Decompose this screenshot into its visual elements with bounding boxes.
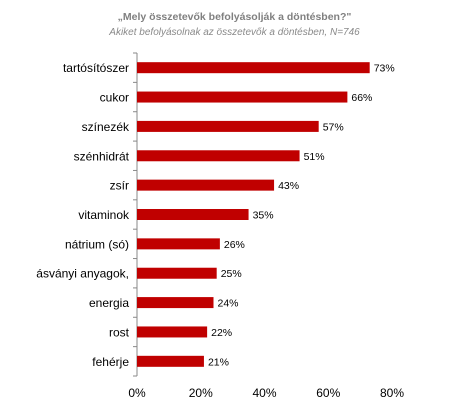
value-label: 35% — [253, 210, 274, 222]
x-tick-label: 40% — [252, 386, 276, 400]
value-label: 22% — [211, 327, 232, 339]
x-tick-label: 80% — [380, 386, 404, 400]
value-label: 43% — [278, 180, 299, 192]
x-tick-label: 0% — [128, 386, 146, 400]
category-label: szénhidrát — [74, 149, 130, 163]
bar — [137, 120, 319, 132]
bar — [137, 91, 348, 103]
value-label: 73% — [374, 63, 395, 75]
category-label: rost — [109, 325, 130, 339]
category-label: zsír — [110, 179, 129, 193]
value-label: 25% — [221, 268, 242, 280]
x-tick-label: 20% — [189, 386, 213, 400]
bar — [137, 179, 275, 191]
bar — [137, 267, 217, 279]
value-label: 24% — [218, 298, 239, 310]
category-label: cukor — [100, 91, 129, 105]
category-label: ásványi anyagok, — [36, 267, 129, 281]
category-label: nátrium (só) — [65, 237, 129, 251]
category-label: színezék — [82, 120, 130, 134]
bar — [137, 238, 220, 250]
category-label: energia — [89, 296, 129, 310]
bar — [137, 62, 370, 74]
category-label: tartósítószer — [63, 61, 129, 75]
bar — [137, 355, 204, 367]
value-label: 21% — [208, 356, 229, 368]
bar — [137, 326, 208, 338]
bar — [137, 209, 249, 220]
value-label: 26% — [224, 239, 245, 251]
value-label: 51% — [304, 151, 325, 163]
bar — [137, 150, 300, 162]
category-label: fehérje — [92, 355, 129, 369]
value-label: 57% — [323, 121, 344, 133]
category-label: vitaminok — [78, 208, 130, 222]
bar — [137, 297, 214, 309]
value-label: 66% — [351, 92, 372, 104]
chart-title: „Mely összetevők befolyásolják a döntésb… — [117, 11, 352, 23]
chart-subtitle: Akiket befolyásolnak az összetevők a dön… — [109, 27, 360, 38]
x-tick-label: 60% — [316, 386, 340, 400]
